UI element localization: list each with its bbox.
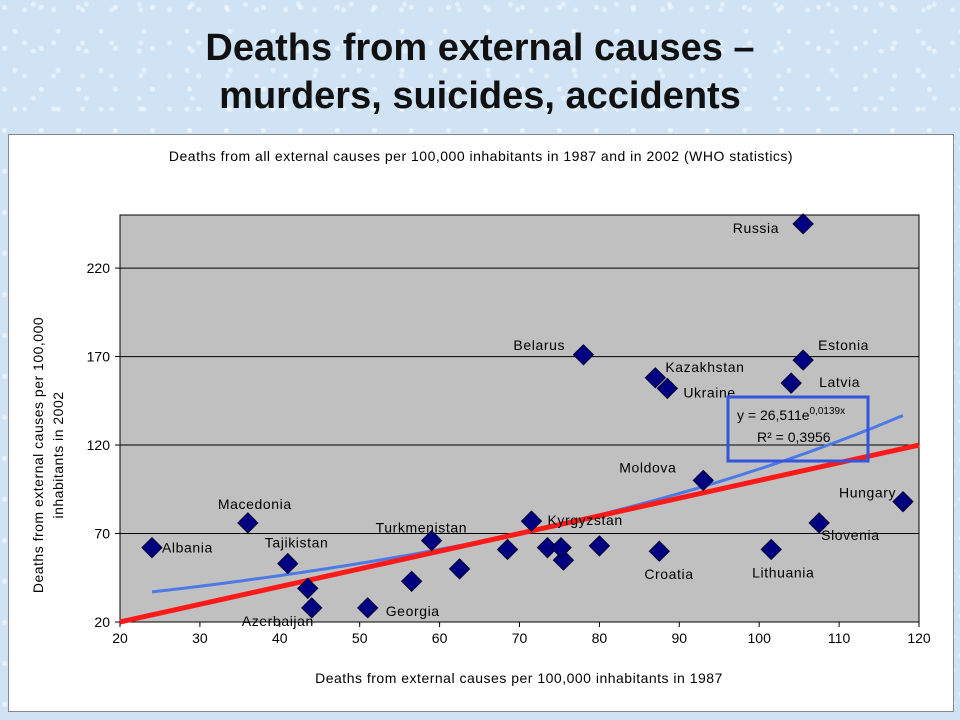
y-axis-label-line-2: inhabitants in 2002 [50, 391, 66, 518]
point-label: Georgia [386, 603, 440, 619]
data-point [400, 570, 423, 593]
data-point [297, 577, 319, 600]
y-tick-label: 220 [87, 260, 111, 276]
point-label: Croatia [644, 566, 693, 582]
equation-box [726, 395, 870, 463]
data-point [237, 512, 259, 534]
data-point [808, 512, 830, 534]
x-tick-label: 60 [432, 630, 448, 646]
point-label: Ukraine [683, 384, 735, 400]
point-label: Belarus [513, 337, 565, 353]
point-labels: Albania Macedonia Tajikistan Azerbaijan Geor… [162, 220, 896, 629]
equation-exponent: 0,0139x [810, 406, 846, 417]
data-point [792, 349, 814, 371]
axis-ticks: 20 70 120 170 220 20 30 40 50 60 70 80 90 100 110 120 [87, 260, 931, 646]
data-point [656, 377, 679, 400]
point-label: Moldova [619, 459, 676, 475]
chart-frame: Deaths from all external causes per 100,… [8, 134, 954, 712]
data-point [496, 538, 519, 561]
x-tick-label: 120 [907, 630, 931, 646]
equation-base: y = 26,511e [737, 407, 810, 423]
r-squared-text: R² = 0,3956 [757, 429, 831, 445]
data-point [356, 597, 379, 619]
y-tick-label: 120 [87, 437, 111, 453]
point-label: Estonia [818, 337, 869, 353]
equation-text: y = 26,511e0,0139x [737, 406, 845, 423]
x-tick-label: 90 [672, 630, 688, 646]
data-point [420, 529, 443, 552]
point-label: Macedonia [218, 496, 292, 512]
x-tick-label: 20 [112, 630, 128, 646]
slide-title-line-1: Deaths from external causes – [205, 27, 755, 69]
data-point [141, 536, 163, 559]
x-tick-label: 30 [192, 630, 208, 646]
point-label: Kyrgyzstan [547, 512, 622, 528]
slide-title-line-2: murders, suicides, accidents [219, 75, 741, 117]
y-tick-label: 20 [94, 614, 110, 630]
x-axis-label: Deaths from external causes per 100,000 … [315, 670, 723, 686]
slide-title: Deaths from external causes – murders, s… [0, 24, 960, 120]
data-point [892, 490, 914, 513]
x-tick-label: 70 [512, 630, 528, 646]
x-tick-label: 40 [272, 630, 288, 646]
y-tick-label: 170 [87, 349, 111, 365]
plot-area [119, 214, 920, 623]
data-points [141, 213, 914, 619]
data-point [550, 536, 572, 559]
data-point [692, 469, 714, 492]
point-label: Azerbaijan [242, 613, 314, 629]
data-point [588, 535, 611, 557]
point-label: Hungary [839, 485, 896, 501]
chart-title: Deaths from all external causes per 100,… [169, 148, 793, 164]
scatter-chart: Deaths from all external causes per 100,… [30, 148, 931, 686]
y-tick-label: 70 [94, 526, 110, 542]
x-tick-label: 80 [592, 630, 608, 646]
data-point [644, 367, 667, 389]
point-label: Albania [162, 540, 213, 556]
data-point [792, 213, 814, 235]
data-point [520, 510, 543, 532]
data-point [648, 540, 671, 562]
linear-reference-line [119, 442, 920, 625]
trend-lines [119, 414, 920, 625]
data-point [572, 344, 595, 366]
data-point [277, 552, 299, 575]
point-label: Turkmenistan [376, 520, 468, 536]
data-point [760, 538, 782, 561]
data-point [780, 372, 802, 394]
x-tick-label: 100 [748, 630, 772, 646]
point-label: Kazakhstan [665, 359, 744, 375]
y-axis-label-line-1: Deaths from external causes per 100,000 [30, 317, 46, 593]
point-label: Latvia [819, 374, 860, 390]
data-point [448, 558, 471, 580]
x-tick-label: 110 [828, 630, 851, 646]
point-label: Slovenia [821, 527, 880, 543]
point-label: Lithuania [752, 564, 814, 580]
point-label: Tajikistan [265, 535, 329, 551]
x-tick-label: 50 [352, 630, 368, 646]
data-point [301, 597, 323, 619]
point-label: Russia [733, 220, 779, 236]
